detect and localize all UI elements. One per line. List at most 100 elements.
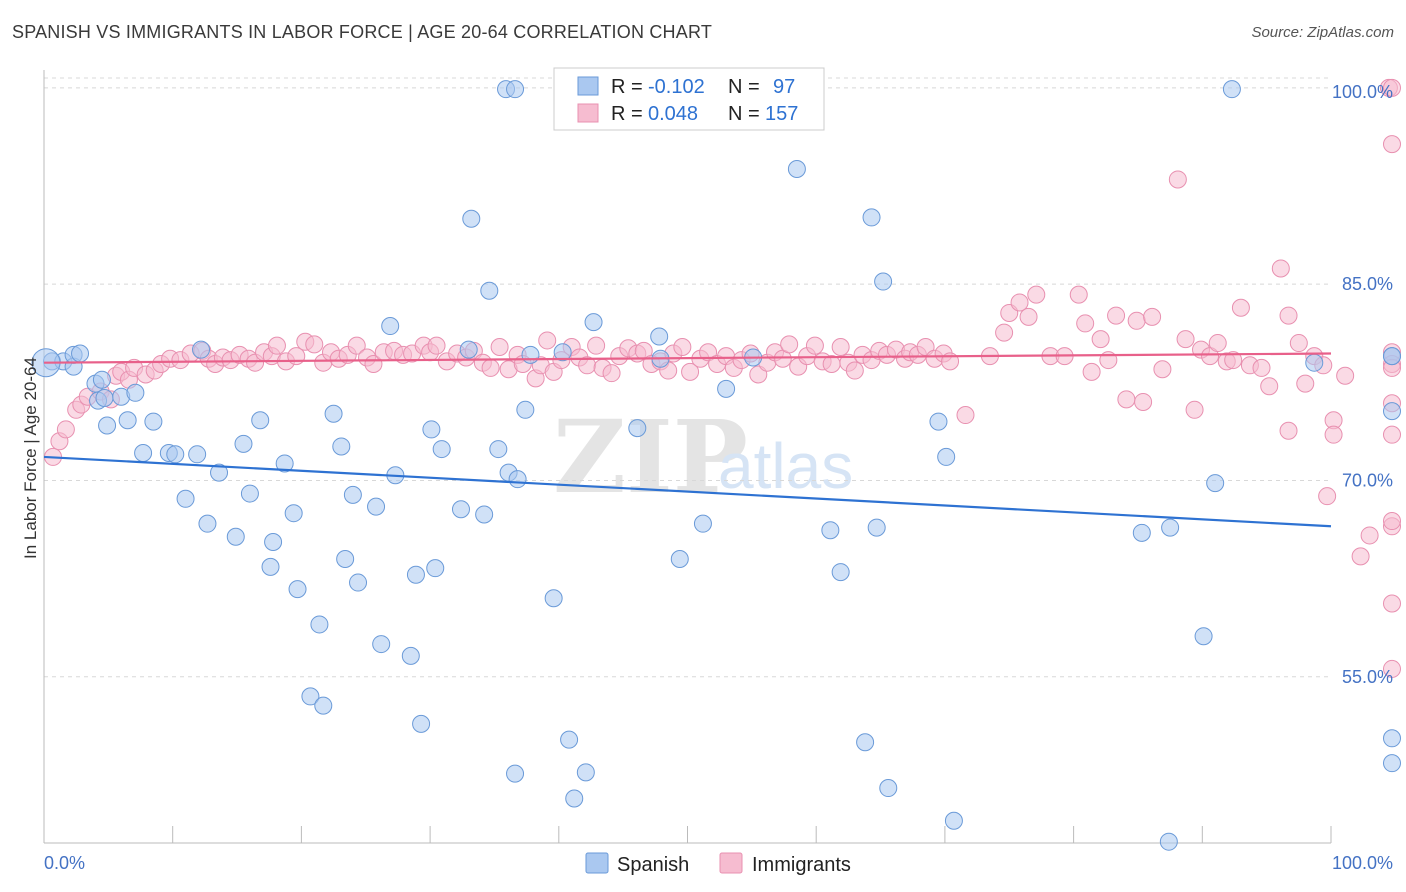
spanish-point	[821, 521, 840, 540]
spanish-point	[314, 696, 333, 715]
spanish-point	[867, 518, 886, 537]
spanish-point	[506, 80, 525, 99]
spanish-point	[874, 272, 893, 291]
spanish-point	[944, 811, 963, 830]
immigrants-point	[1127, 311, 1146, 330]
spanish-point	[584, 313, 603, 332]
spanish-point	[310, 615, 329, 634]
stats-r-label-immigrants: R =	[611, 103, 643, 125]
spanish-point	[628, 419, 647, 438]
spanish-point	[937, 447, 956, 466]
spanish-point	[336, 550, 355, 569]
series-spanish-points	[31, 80, 1401, 851]
spanish-point	[98, 416, 117, 435]
immigrants-point	[1336, 366, 1355, 385]
immigrants-point	[1069, 285, 1088, 304]
immigrants-point	[1082, 362, 1101, 381]
spanish-point	[1383, 754, 1401, 773]
immigrants-point	[1279, 306, 1298, 325]
spanish-point	[210, 463, 229, 482]
immigrants-point	[56, 420, 75, 439]
immigrants-point	[1208, 334, 1227, 353]
legend-label-spanish: Spanish	[617, 854, 689, 876]
chart-title: SPANISH VS IMMIGRANTS IN LABOR FORCE | A…	[12, 22, 713, 42]
immigrants-point	[1383, 135, 1401, 154]
immigrants-point	[538, 331, 557, 350]
immigrants-point	[805, 336, 824, 355]
immigrants-point	[1279, 421, 1298, 440]
spanish-point	[343, 485, 362, 504]
immigrants-point	[1271, 259, 1290, 278]
spanish-point	[1383, 729, 1401, 748]
immigrants-point	[1027, 285, 1046, 304]
immigrants-point	[427, 336, 446, 355]
spanish-point	[288, 580, 307, 599]
spanish-point	[426, 559, 445, 578]
spanish-point	[261, 557, 280, 576]
spanish-point	[506, 764, 525, 783]
immigrants-point	[1260, 377, 1279, 396]
spanish-point	[1132, 523, 1151, 542]
spanish-point	[176, 489, 195, 508]
legend: Spanish Immigrants	[585, 852, 851, 876]
spanish-point	[1194, 627, 1213, 646]
chart-source: Source: ZipAtlas.com	[1251, 24, 1394, 41]
spanish-point	[234, 434, 253, 453]
immigrants-point	[831, 337, 850, 356]
spanish-point	[381, 317, 400, 336]
spanish-point	[544, 589, 563, 608]
x-tick-label-max: 100.0%	[1332, 853, 1393, 873]
immigrants-point	[681, 362, 700, 381]
immigrants-point	[780, 335, 799, 354]
immigrants-point	[1383, 659, 1401, 678]
spanish-point	[459, 340, 478, 359]
immigrants-point	[673, 337, 692, 356]
immigrants-point	[1224, 351, 1243, 370]
spanish-point	[1383, 347, 1401, 366]
stats-r-value-immigrants: 0.048	[648, 103, 698, 125]
spanish-point	[251, 411, 270, 430]
spanish-point	[475, 505, 494, 524]
immigrants-point	[1318, 487, 1337, 506]
spanish-point	[650, 327, 669, 346]
spanish-point	[349, 573, 368, 592]
spanish-point	[226, 527, 245, 546]
spanish-point	[1305, 353, 1324, 372]
legend-swatch-immigrants	[719, 852, 743, 874]
spanish-point	[1222, 80, 1241, 99]
spanish-point	[372, 635, 391, 654]
spanish-point	[1161, 518, 1180, 537]
spanish-point	[432, 440, 451, 459]
spanish-point	[367, 497, 386, 516]
spanish-point	[412, 714, 431, 733]
x-tick-label-min: 0.0%	[44, 853, 85, 873]
watermark-zip: ZIP	[553, 398, 748, 516]
spanish-point	[71, 344, 90, 363]
spanish-point	[166, 445, 185, 464]
y-tick-label: 55.0%	[1342, 667, 1393, 687]
spanish-point	[1206, 474, 1225, 493]
immigrants-point	[490, 337, 509, 356]
spanish-point	[565, 789, 584, 808]
spanish-point	[508, 470, 527, 489]
watermark-atlas: atlas	[718, 430, 853, 502]
y-axis-label: In Labor Force | Age 20-64	[21, 357, 40, 559]
immigrants-point	[602, 364, 621, 383]
spanish-point	[324, 404, 343, 423]
spanish-point	[787, 159, 806, 178]
spanish-point	[929, 412, 948, 431]
immigrants-point	[481, 358, 500, 377]
spanish-point	[240, 484, 259, 503]
legend-label-immigrants: Immigrants	[752, 854, 851, 876]
immigrants-point	[1143, 307, 1162, 326]
stats-swatch-immigrants	[577, 103, 599, 123]
spanish-point	[516, 400, 535, 419]
immigrants-point	[1185, 400, 1204, 419]
immigrants-point	[1324, 425, 1343, 444]
spanish-point	[717, 379, 736, 398]
spanish-point	[462, 209, 481, 228]
spanish-point	[95, 389, 114, 408]
trend-line-spanish	[43, 455, 1332, 528]
immigrants-point	[1134, 392, 1153, 411]
